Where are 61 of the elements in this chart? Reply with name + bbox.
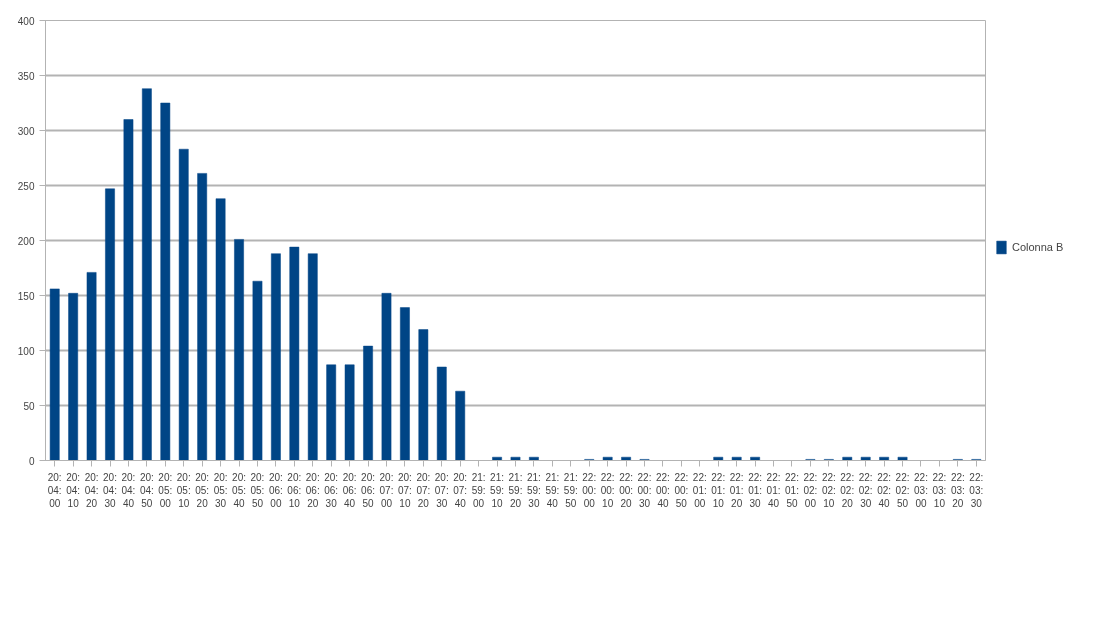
x-tick-label: 22:00:10	[600, 471, 615, 509]
x-tick-label: 20:06:20	[305, 471, 320, 509]
x-tick-label: 22:02:40	[877, 471, 892, 509]
x-tick-label: 22:00:30	[637, 471, 652, 509]
x-tick-label: 20:05:50	[250, 471, 265, 509]
y-tick-label: 100	[17, 345, 35, 357]
x-tick-label: 20:05:00	[158, 471, 173, 509]
x-tick-label: 20:04:50	[139, 471, 154, 509]
x-tick-label: 20:04:20	[84, 471, 99, 509]
x-tick-label: 20:05:30	[213, 471, 228, 509]
x-tick-label: 22:00:00	[582, 471, 597, 509]
x-tick-label: 20:06:40	[342, 471, 357, 509]
x-tick-label: 20:06:50	[361, 471, 375, 509]
x-tick-label: 22:03:30	[969, 471, 984, 509]
x-tick-label: 22:01:30	[748, 471, 763, 509]
x-tick-label: 22:00:50	[674, 471, 689, 509]
x-tick-label: 20:07:00	[379, 471, 394, 509]
x-tick-label: 20:04:00	[47, 471, 62, 509]
x-tick-label: 20:07:30	[434, 471, 449, 509]
x-tick-label: 22:01:40	[766, 471, 781, 509]
x-tick-label: 20:07:20	[416, 471, 431, 509]
x-tick-label: 20:06:30	[324, 471, 339, 509]
x-tick-label: 20:05:20	[195, 471, 210, 509]
x-tick-label: 21:59:00	[471, 471, 486, 509]
x-tick-label: 22:02:00	[803, 471, 818, 509]
x-tick-label: 22:02:50	[895, 471, 910, 509]
x-tick-label: 21:59:30	[526, 471, 541, 509]
x-tick-label: 20:06:10	[287, 471, 302, 509]
x-tick-label: 22:01:20	[729, 471, 744, 509]
x-tick-label: 20:04:30	[103, 471, 117, 509]
y-tick-label: 150	[17, 290, 35, 302]
x-tick-label: 22:03:10	[932, 471, 947, 509]
x-tick-label: 20:05:40	[232, 471, 246, 509]
x-tick-label: 22:02:30	[858, 471, 873, 509]
x-tick-label: 22:03:20	[950, 471, 965, 509]
x-tick-label: 20:06:00	[268, 471, 283, 509]
x-tick-label: 20:05:10	[176, 471, 191, 509]
x-tick-label: 22:00:20	[619, 471, 634, 509]
x-tick-label: 22:01:00	[692, 471, 707, 509]
x-tick-label: 22:01:50	[785, 471, 799, 509]
x-tick-label: 21:59:10	[490, 471, 505, 509]
x-tick-label: 21:59:40	[545, 471, 560, 509]
y-tick-label: 250	[17, 180, 35, 192]
y-tick-label: 0	[28, 455, 35, 467]
x-tick-label: 20:07:10	[397, 471, 412, 509]
y-tick-label: 350	[17, 70, 35, 82]
x-tick-label: 20:04:10	[66, 471, 81, 509]
x-tick-label: 21:59:50	[563, 471, 578, 509]
x-tick-label: 20:07:40	[453, 471, 468, 509]
y-tick-label: 300	[17, 125, 35, 137]
x-tick-label: 22:01:10	[711, 471, 726, 509]
x-tick-label: 22:02:20	[840, 471, 855, 509]
x-tick-label: 20:04:40	[121, 471, 136, 509]
x-tick-label: 21:59:20	[508, 471, 523, 509]
x-tick-label: 22:00:40	[656, 471, 670, 509]
y-tick-label: 400	[17, 15, 35, 27]
y-tick-label: 50	[23, 400, 35, 412]
x-tick-label: 22:02:10	[821, 471, 836, 509]
y-tick-label: 200	[17, 235, 35, 247]
legend-label: Colonna B	[1012, 241, 1064, 253]
x-tick-label: 22:03:00	[914, 471, 928, 509]
